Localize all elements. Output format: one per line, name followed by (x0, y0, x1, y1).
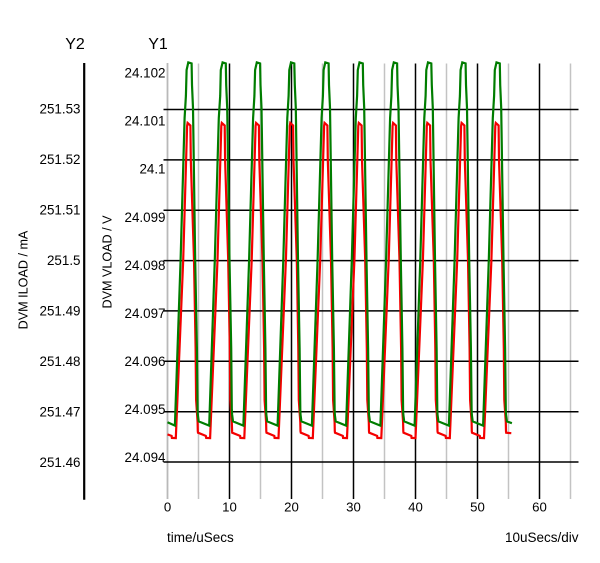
svg-text:DVM ILOAD / mA: DVM ILOAD / mA (17, 230, 31, 329)
svg-text:50: 50 (470, 500, 485, 515)
svg-text:251.46: 251.46 (40, 455, 81, 470)
svg-text:60: 60 (532, 500, 547, 515)
svg-text:24.095: 24.095 (125, 402, 166, 417)
svg-text:DVM VLOAD / V: DVM VLOAD / V (101, 215, 115, 309)
svg-text:251.47: 251.47 (40, 405, 81, 420)
svg-text:24.101: 24.101 (125, 114, 166, 129)
svg-text:251.51: 251.51 (40, 203, 81, 218)
svg-text:24.098: 24.098 (125, 258, 166, 273)
svg-text:251.5: 251.5 (47, 253, 81, 268)
svg-text:24.094: 24.094 (125, 450, 167, 465)
svg-text:10: 10 (222, 500, 237, 515)
svg-text:Y2: Y2 (65, 36, 85, 53)
svg-text:30: 30 (346, 500, 361, 515)
svg-text:251.49: 251.49 (40, 304, 81, 319)
svg-text:Y1: Y1 (148, 36, 168, 53)
svg-text:24.099: 24.099 (125, 210, 166, 225)
svg-text:24.102: 24.102 (125, 66, 166, 81)
svg-text:24.1: 24.1 (139, 162, 165, 177)
svg-text:24.096: 24.096 (125, 354, 166, 369)
svg-text:40: 40 (408, 500, 423, 515)
svg-text:251.52: 251.52 (40, 152, 81, 167)
svg-text:0: 0 (164, 500, 171, 515)
svg-text:10uSecs/div: 10uSecs/div (505, 530, 579, 545)
svg-text:time/uSecs: time/uSecs (167, 530, 234, 545)
svg-text:251.53: 251.53 (40, 102, 81, 117)
svg-text:20: 20 (284, 500, 299, 515)
svg-text:24.097: 24.097 (125, 306, 166, 321)
svg-text:251.48: 251.48 (40, 354, 81, 369)
